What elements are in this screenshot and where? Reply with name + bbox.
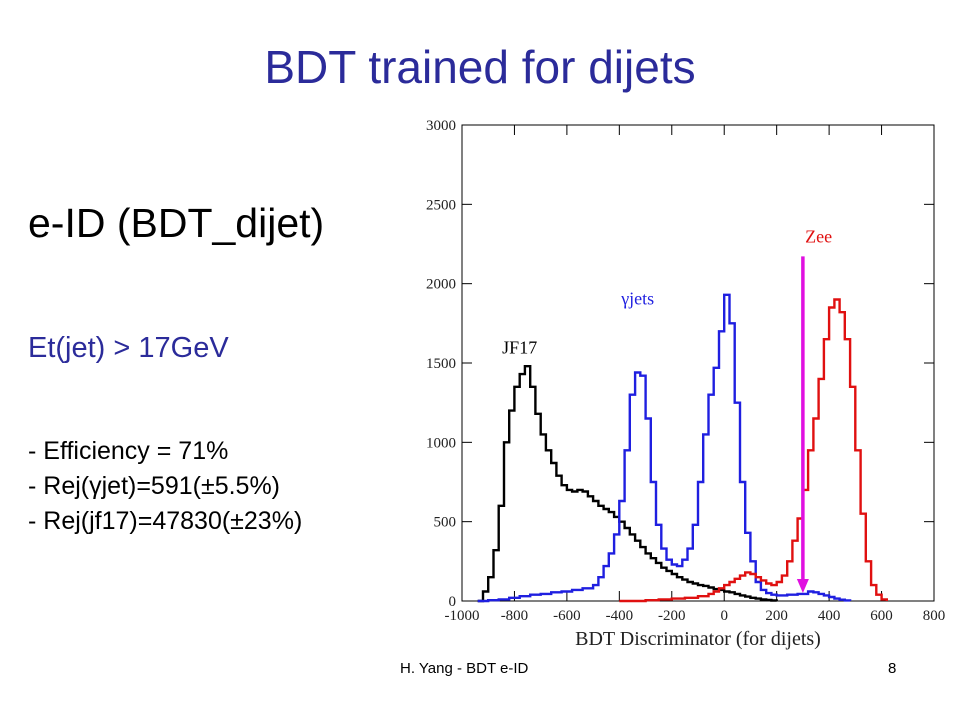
y-tick-label: 1500	[426, 356, 456, 372]
y-tick-label: 3000	[426, 118, 456, 134]
bdt-discriminator-plot: -1000 -800 -600 -400 -200 0 200 400 600 800 0 500 10…	[400, 110, 952, 656]
bullet-list: - Efficiency = 71% - Rej(γjet)=591(±5.5%…	[28, 434, 302, 539]
y-tick-label: 2500	[426, 197, 456, 213]
cut-arrow-head	[796, 579, 809, 593]
x-tick-label: -600	[553, 608, 581, 624]
y-tick-label: 500	[434, 515, 457, 531]
x-tick-label: 400	[818, 608, 841, 624]
slide-subheading: Et(jet) > 17GeV	[28, 332, 229, 364]
x-tick-label: 200	[765, 608, 788, 624]
bullet-jf17-rejection: - Rej(jf17)=47830(±23%)	[28, 507, 303, 535]
slide-heading: e-ID (BDT_dijet)	[28, 200, 325, 246]
y-tick-label: 0	[449, 594, 457, 610]
footer-author: H. Yang - BDT e-ID	[400, 660, 529, 677]
series-line-gamma-jets	[477, 293, 852, 603]
x-tick-label: -1000	[445, 608, 480, 624]
bullet-efficiency: - Efficiency = 71%	[28, 437, 229, 465]
slide-title: BDT trained for dijets	[264, 41, 696, 93]
x-tick-label: -400	[606, 608, 634, 624]
bullet-gamma-jet-rejection: - Rej(γjet)=591(±5.5%)	[28, 472, 281, 500]
y-tick-label: 2000	[426, 277, 456, 293]
series-line-jf17	[477, 365, 778, 603]
y-tick-label: 1000	[426, 435, 456, 451]
x-tick-label: 600	[870, 608, 893, 624]
series-label: γjets	[620, 288, 654, 308]
x-tick-label: 0	[720, 608, 728, 624]
x-tick-label: -800	[501, 608, 529, 624]
page-number: 8	[888, 660, 897, 677]
x-tick-label: -200	[658, 608, 686, 624]
series-label: Zee	[805, 226, 832, 246]
series-label: JF17	[502, 337, 537, 357]
x-tick-label: 800	[923, 608, 946, 624]
series-line-zee	[619, 298, 888, 603]
x-axis-label: BDT Discriminator (for dijets)	[575, 628, 821, 650]
